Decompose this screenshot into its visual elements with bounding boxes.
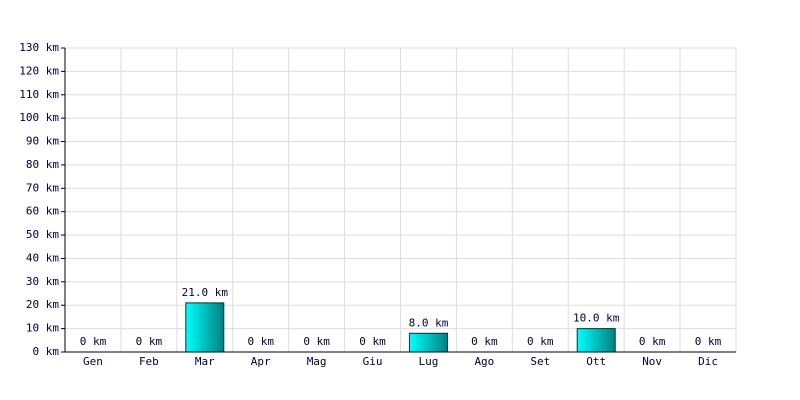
- bar: [408, 332, 448, 353]
- x-tick-label: Dic: [698, 355, 718, 368]
- y-tick-label: 70 km: [26, 181, 59, 194]
- x-tick-label: Ott: [586, 355, 606, 368]
- value-label: 0 km: [80, 335, 107, 348]
- y-tick-label: 130 km: [19, 41, 59, 54]
- value-label: 0 km: [639, 335, 666, 348]
- y-tick-label: 60 km: [26, 205, 59, 218]
- y-tick-label: 20 km: [26, 298, 59, 311]
- value-label: 0 km: [695, 335, 722, 348]
- x-tick-label: Feb: [139, 355, 159, 368]
- value-label: 21.0 km: [182, 286, 229, 299]
- y-tick-label: 40 km: [26, 251, 59, 264]
- bar: [185, 302, 225, 353]
- y-tick-label: 120 km: [19, 64, 59, 77]
- value-label: 0 km: [359, 335, 386, 348]
- y-tick-label: 110 km: [19, 88, 59, 101]
- x-tick-label: Giu: [363, 355, 383, 368]
- value-label: 0 km: [471, 335, 498, 348]
- y-tick-label: 10 km: [26, 322, 59, 335]
- value-label: 0 km: [247, 335, 274, 348]
- value-label: 0 km: [136, 335, 163, 348]
- x-tick-label: Mag: [307, 355, 327, 368]
- x-tick-label: Ago: [474, 355, 494, 368]
- y-tick-label: 80 km: [26, 158, 59, 171]
- value-label: 10.0 km: [573, 312, 620, 325]
- bar: [576, 328, 616, 353]
- x-tick-label: Nov: [642, 355, 662, 368]
- x-tick-label: Mar: [195, 355, 215, 368]
- x-tick-label: Lug: [419, 355, 439, 368]
- y-tick-label: 50 km: [26, 228, 59, 241]
- x-tick-label: Apr: [251, 355, 271, 368]
- value-label: 0 km: [303, 335, 330, 348]
- x-tick-label: Gen: [83, 355, 103, 368]
- x-tick-label: Set: [530, 355, 550, 368]
- value-label: 0 km: [527, 335, 554, 348]
- y-tick-label: 100 km: [19, 111, 59, 124]
- value-label: 8.0 km: [409, 316, 449, 329]
- y-tick-label: 30 km: [26, 275, 59, 288]
- y-tick-label: 90 km: [26, 135, 59, 148]
- y-tick-label: 0 km: [33, 345, 60, 358]
